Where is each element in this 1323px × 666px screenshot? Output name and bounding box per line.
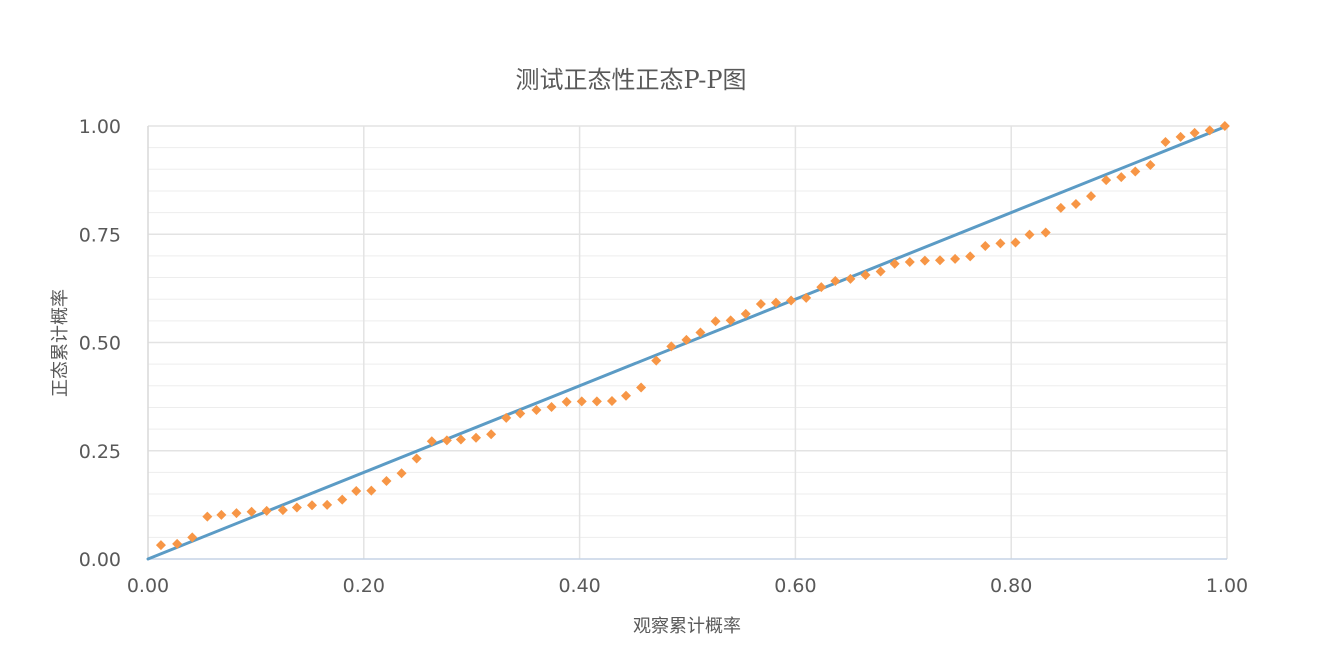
data-point [561,396,572,407]
data-point [1175,131,1186,142]
chart-title: 测试正态性正态P-P图 [515,66,746,94]
data-point [307,500,318,511]
data-point [860,269,871,280]
data-point [591,396,602,407]
x-tick-label: 0.40 [558,575,600,597]
data-point [576,396,587,407]
y-tick-label: 0.00 [79,549,121,571]
data-point [1086,191,1097,202]
data-points [155,121,1230,551]
data-point [337,494,348,505]
data-point [636,382,647,393]
data-point [950,253,961,264]
data-point [1055,202,1066,213]
data-point [172,538,183,549]
data-point [695,327,706,338]
data-point [1145,159,1156,170]
data-point [486,429,497,440]
data-point [620,390,631,401]
data-point [980,240,991,251]
data-point [710,316,721,327]
data-point [1070,198,1081,209]
data-point [651,355,662,366]
data-point [786,295,797,306]
data-point [261,505,272,516]
data-point [1116,172,1127,183]
data-point [1219,121,1230,131]
data-point [231,508,242,519]
data-point [501,412,512,423]
data-point [366,485,377,496]
data-point [934,255,945,266]
data-point [515,408,526,419]
data-point [531,405,542,416]
x-axis-label: 观察累计概率 [633,616,741,637]
data-point [455,434,466,445]
data-point [155,540,166,551]
data-point [187,532,198,543]
data-point [1040,227,1051,238]
data-point [546,402,557,413]
y-tick-label: 0.25 [79,441,121,463]
data-point [830,276,841,287]
data-point [1024,229,1035,240]
x-tick-label: 0.80 [990,575,1032,597]
data-point [666,341,677,352]
axes [147,126,1227,560]
data-point [381,476,392,487]
data-point [965,251,976,262]
data-point [396,468,407,479]
data-point [1130,166,1141,177]
data-point [1101,175,1112,186]
data-point [995,238,1006,249]
x-tick-label: 0.60 [774,575,816,597]
x-tick-label: 0.00 [127,575,169,597]
data-point [322,499,333,510]
data-point [845,273,856,284]
data-point [202,511,213,522]
x-tick-label: 1.00 [1206,575,1248,597]
y-tick-label: 0.50 [79,333,121,355]
data-point [1189,127,1200,138]
data-point [246,506,257,517]
data-point [889,258,900,269]
data-point [755,298,766,309]
data-point [919,255,930,266]
data-point [606,395,617,406]
data-point [681,334,692,345]
data-point [351,486,362,497]
data-point [411,453,422,464]
data-point [875,266,886,277]
data-point [1204,125,1215,136]
data-point [740,308,751,319]
data-point [1010,237,1021,248]
data-point [441,435,452,446]
data-point [770,297,781,308]
data-point [471,432,482,443]
tick-labels: 0.00 0.25 0.50 0.75 1.00 0.00 0.20 0.40 0.60 0.80… [79,116,1248,597]
data-point [291,502,302,513]
data-point [277,505,288,516]
y-axis-label: 正态累计概率 [50,289,71,397]
y-tick-label: 1.00 [79,116,121,138]
data-point [904,256,915,267]
data-point [216,509,227,520]
data-point [1160,137,1171,148]
data-point [725,315,736,326]
x-tick-label: 0.20 [343,575,385,597]
data-point [801,292,812,303]
y-tick-label: 0.75 [79,224,121,246]
data-point [816,282,827,293]
data-point [426,436,437,447]
